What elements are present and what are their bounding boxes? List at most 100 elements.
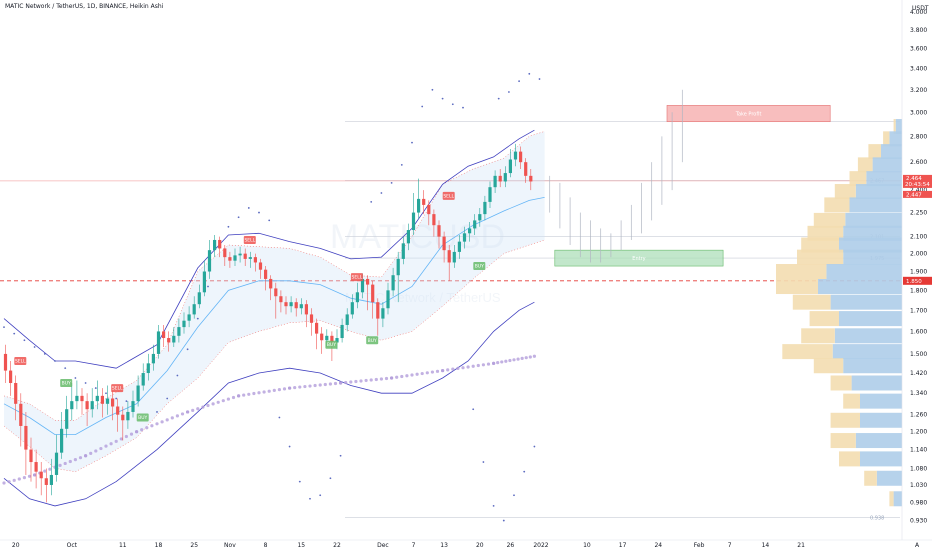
candle-body [264,269,268,279]
volume-profile-up [860,451,902,467]
candle-body [258,262,263,270]
sar-dot [528,72,531,75]
time-tick: 22 [333,542,341,549]
moving-average-dot [425,371,429,375]
volume-profile-down [776,279,818,295]
moving-average-dot [140,428,144,432]
take-profit-zone[interactable] [666,105,831,123]
candle-body [136,385,140,402]
price-tick: 2.100 [910,234,927,241]
signal-label: BUY [368,338,377,344]
moving-average-dot [496,361,500,365]
candle-body [411,212,416,231]
volume-profile-down [843,393,860,409]
volume-profile-up [889,131,902,147]
time-ticks: 20 Oct 11 18 25 Nov 8 15 22 Dec 7 13 20 26 2022 10 17 24 F… [0,539,932,549]
sar-dot [278,416,281,419]
sar-dot [513,494,515,497]
currency-label: USDT [912,5,929,12]
moving-average-dot [196,407,200,411]
candle-body [427,204,431,215]
sar-dot [370,200,373,203]
moving-average-dot [78,456,83,460]
time-axis[interactable]: 20 Oct 11 18 25 Nov 8 15 22 Dec 7 13 20 26 2022 10 17 24 F… [0,539,932,549]
trade-zones[interactable]: Take Profit Entry [554,105,831,267]
dashed-level-tag [903,276,932,285]
moving-average-dot [504,359,508,363]
moving-average-dot [191,408,195,412]
chart-title: MATIC Network / TetherUS, 1D, BINANCE, H… [5,3,164,10]
buy-signal [473,262,486,271]
sar-dot [411,141,413,144]
candle-body [391,275,395,291]
candle-body [473,220,477,229]
sell-signal [350,273,363,282]
moving-average-dot [298,385,302,389]
signal-label: SELL [112,386,123,392]
volume-profile [776,119,902,507]
candle-body [529,175,533,182]
candle-body [279,296,283,303]
price-tick: 3.200 [910,87,927,94]
candle-body [121,414,125,421]
moving-average-dot [359,379,363,383]
volume-profile-down [830,375,852,391]
candle-body [3,353,8,371]
candle-body [126,411,130,421]
dashed-level-text: 1.850 [906,279,922,285]
candle-body [524,162,528,176]
sar-dot [258,211,260,214]
candle-body [70,401,74,410]
bollinger-upper [3,131,545,421]
moving-average-dot [160,420,164,424]
moving-average-dot [180,412,185,416]
candle-body [233,255,237,261]
candle-body [381,308,385,319]
moving-average-dot [2,481,6,485]
moving-average-dot [369,378,373,382]
candle-body [396,258,400,276]
time-tick: 21 [797,542,805,549]
volume-profile-down [893,119,896,135]
volume-profile-down [792,294,831,310]
price-tick: 1.900 [910,269,927,276]
candle-body [498,175,502,182]
moving-average-dot [119,437,123,441]
candle-body [493,175,497,188]
price-axis[interactable]: USDT 4.000 3.800 3.600 3.400 3.200 3.000 2.800… [901,0,929,540]
moving-average-dot [282,387,287,391]
signal-label: BUY [62,380,71,386]
moving-average-dot [12,478,16,482]
candle-body [340,324,344,339]
signal-label: SELL [352,275,363,281]
volume-profile-up [839,237,902,253]
candle-body [29,449,33,463]
candle-body [24,425,28,450]
moving-average-dot [384,376,389,381]
price-tick: 3.600 [910,46,927,53]
open-price-text: 2.447 [906,192,922,198]
candle-body [54,452,59,475]
keltner-lower [3,301,535,507]
candle-body [105,398,110,404]
sell-signal [14,356,27,365]
entry-zone[interactable] [554,249,724,267]
time-tick: 8 [264,542,268,549]
moving-average-dot [486,362,491,366]
auto-scale-button[interactable]: A [915,542,920,549]
candle-body [116,406,120,415]
candle-body [146,363,150,374]
candle-body [478,214,482,221]
candle-body [360,278,365,293]
candle-body [187,314,191,321]
price-tick: 4.000 [910,9,927,16]
volume-profile-up [826,264,902,280]
price-tick: 2.000 [910,251,927,258]
moving-average-dot [333,381,338,386]
sell-signal [442,191,455,200]
time-tick: Oct [67,542,78,549]
current-price-tag [903,174,932,188]
moving-average-dot [7,480,11,484]
volume-profile-down [864,470,877,486]
